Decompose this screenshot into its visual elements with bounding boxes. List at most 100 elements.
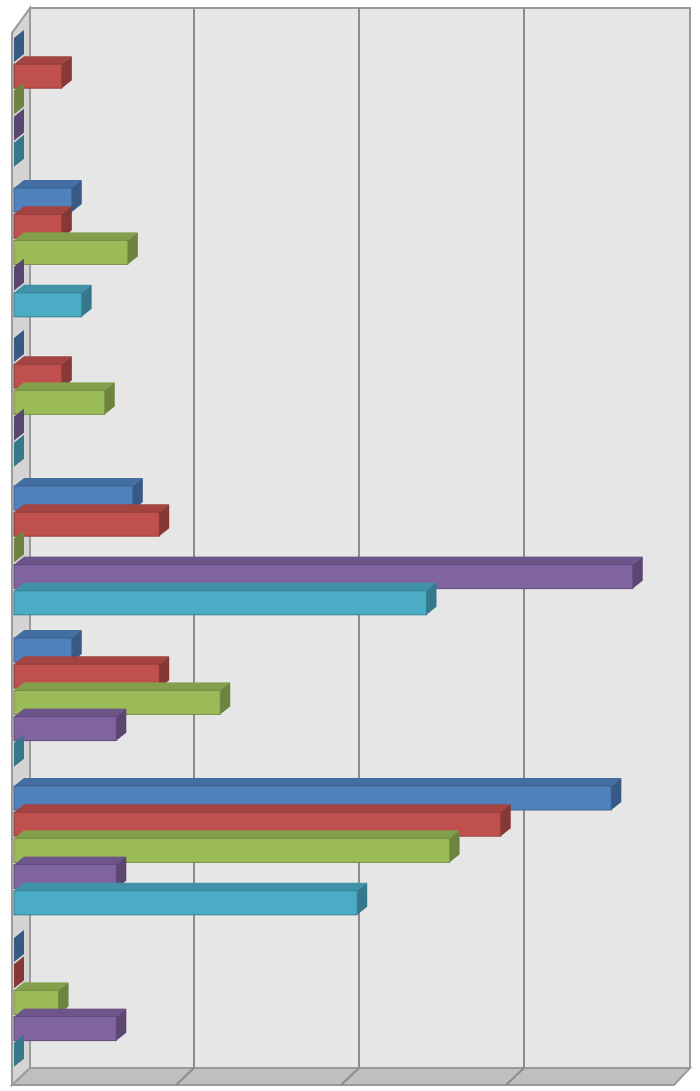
bar-front bbox=[13, 511, 160, 537]
bar-top bbox=[14, 504, 170, 513]
bar bbox=[13, 882, 368, 916]
bar-side bbox=[116, 856, 127, 889]
bar bbox=[14, 330, 24, 362]
bar-side bbox=[14, 1034, 24, 1067]
bar bbox=[13, 284, 92, 318]
bar-top bbox=[14, 856, 127, 865]
bar-front bbox=[13, 292, 83, 318]
bars bbox=[13, 30, 643, 1067]
bar bbox=[13, 56, 72, 89]
bar-side bbox=[357, 882, 368, 915]
bar-side bbox=[220, 682, 231, 715]
bar-side bbox=[58, 982, 69, 1015]
bar-front bbox=[13, 590, 427, 616]
bar-top bbox=[14, 556, 643, 565]
bar bbox=[14, 930, 24, 962]
category-group bbox=[13, 478, 643, 616]
bar-side bbox=[132, 478, 143, 510]
bar bbox=[14, 408, 24, 441]
bar-side bbox=[14, 108, 24, 141]
bar-side bbox=[71, 180, 82, 212]
bar bbox=[14, 1034, 24, 1067]
gridline-floor bbox=[175, 1067, 195, 1086]
bar-top bbox=[14, 478, 143, 486]
bar-top bbox=[14, 206, 72, 215]
bar-top bbox=[14, 778, 622, 786]
bar-side bbox=[14, 82, 24, 115]
bar-front bbox=[13, 389, 106, 415]
bar-side bbox=[159, 656, 170, 689]
category-group bbox=[13, 180, 138, 318]
gridline-floor bbox=[340, 1067, 360, 1086]
bar bbox=[13, 1008, 127, 1042]
bar bbox=[14, 956, 24, 989]
category-group bbox=[13, 30, 72, 167]
bar-side bbox=[14, 734, 24, 767]
bar-top bbox=[14, 56, 72, 65]
category-group bbox=[13, 330, 115, 467]
bar-top bbox=[14, 630, 82, 638]
bar-side bbox=[426, 582, 437, 615]
bar-front bbox=[13, 63, 63, 89]
bar-front bbox=[13, 890, 358, 916]
bar bbox=[14, 134, 24, 167]
bar-side bbox=[500, 804, 511, 837]
bar-side bbox=[81, 284, 92, 317]
bar bbox=[14, 82, 24, 115]
bar-side bbox=[116, 708, 127, 741]
bar-top bbox=[14, 1008, 127, 1017]
bar-top bbox=[14, 382, 115, 391]
bar-front bbox=[13, 239, 129, 265]
bar bbox=[13, 382, 115, 415]
category-group bbox=[13, 630, 231, 767]
bar-top bbox=[14, 656, 170, 665]
bar bbox=[14, 108, 24, 141]
bar bbox=[13, 504, 170, 537]
bar-top bbox=[14, 830, 460, 839]
bar bbox=[13, 232, 138, 265]
bar-front bbox=[13, 1016, 117, 1042]
bar bbox=[14, 734, 24, 767]
bar-side bbox=[14, 330, 24, 362]
bar-front bbox=[13, 716, 117, 742]
gridline-floor bbox=[505, 1067, 525, 1086]
bar bbox=[13, 180, 82, 213]
bar-side bbox=[611, 778, 622, 810]
bar bbox=[14, 30, 24, 62]
bar-side bbox=[449, 830, 460, 863]
bar-side bbox=[104, 382, 115, 415]
bar-top bbox=[14, 356, 72, 365]
bar-side bbox=[61, 206, 72, 239]
bar-side bbox=[14, 134, 24, 167]
bar-top bbox=[14, 180, 82, 188]
bar-side bbox=[14, 258, 24, 291]
bar bbox=[14, 530, 24, 563]
chart-back-wall bbox=[11, 4, 691, 1088]
bar-top bbox=[14, 284, 92, 293]
bar-side bbox=[71, 630, 82, 662]
bar-side bbox=[61, 356, 72, 389]
bar-top bbox=[14, 882, 368, 891]
bar-side bbox=[14, 930, 24, 962]
bar-top bbox=[14, 804, 511, 813]
category-group bbox=[13, 778, 622, 916]
bar-side bbox=[159, 504, 170, 537]
bar-side bbox=[61, 56, 72, 89]
bar-top bbox=[14, 982, 69, 991]
bar-side bbox=[14, 956, 24, 989]
bar-side bbox=[14, 30, 24, 62]
bar-side bbox=[116, 1008, 127, 1041]
bar bbox=[13, 582, 437, 616]
bar-side bbox=[632, 556, 643, 589]
bar-top bbox=[14, 708, 127, 717]
bar-top bbox=[14, 682, 231, 691]
category-group bbox=[13, 930, 127, 1067]
bar-top bbox=[14, 232, 138, 241]
bar-side bbox=[127, 232, 138, 265]
bar-side bbox=[14, 530, 24, 563]
bar-side bbox=[14, 434, 24, 467]
bar bbox=[14, 434, 24, 467]
bar-side bbox=[14, 408, 24, 441]
